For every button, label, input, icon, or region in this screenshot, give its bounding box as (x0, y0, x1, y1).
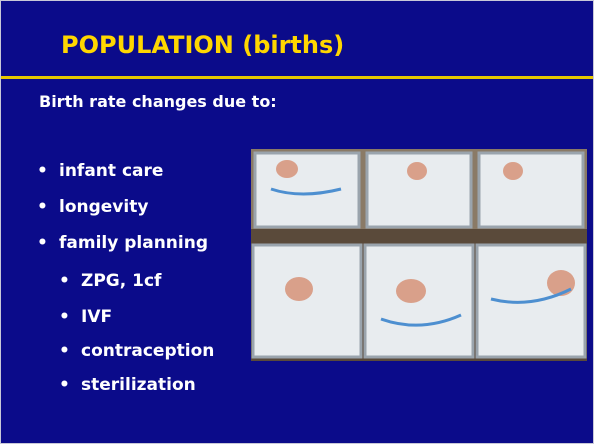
slide: POPULATION (births) Birth rate changes d… (0, 0, 594, 444)
sub-bullet: IVF (81, 307, 112, 327)
slide-title: POPULATION (births) (61, 31, 344, 59)
sub-bullet: sterilization (81, 375, 196, 395)
bullet: infant care (59, 161, 163, 181)
sub-bullet: contraception (81, 341, 214, 361)
title-rule (1, 76, 593, 79)
bullet: longevity (59, 197, 148, 217)
intro-text: Birth rate changes due to: (39, 92, 277, 111)
sub-bullet: ZPG, 1cf (81, 271, 161, 291)
nursery-photo (251, 149, 587, 361)
bullet: family planning (59, 233, 208, 253)
